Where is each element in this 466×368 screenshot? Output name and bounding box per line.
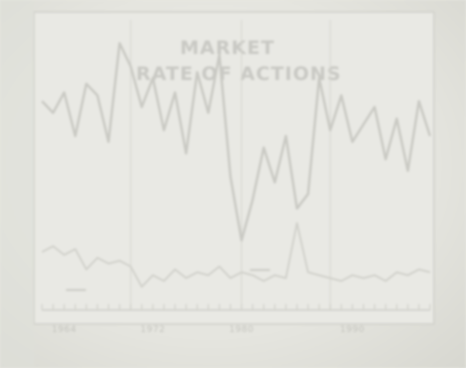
ticks-layer: 1964 1972 1980 1990 [41, 304, 431, 335]
series-layer [41, 42, 432, 288]
plot-panel [33, 11, 435, 325]
x-tick-label-3: 1990 [340, 325, 365, 335]
left-shadow [0, 0, 34, 368]
x-tick-label-1: 1972 [140, 325, 165, 335]
series-line-1 [41, 222, 431, 288]
series-line-0 [41, 42, 432, 242]
chart-title: MARKET [180, 37, 275, 59]
x-tick-label-2: 1980 [229, 325, 254, 335]
x-tick-label-0: 1964 [52, 325, 77, 335]
chart-title-2: RATE OF ACTIONS [136, 63, 342, 85]
